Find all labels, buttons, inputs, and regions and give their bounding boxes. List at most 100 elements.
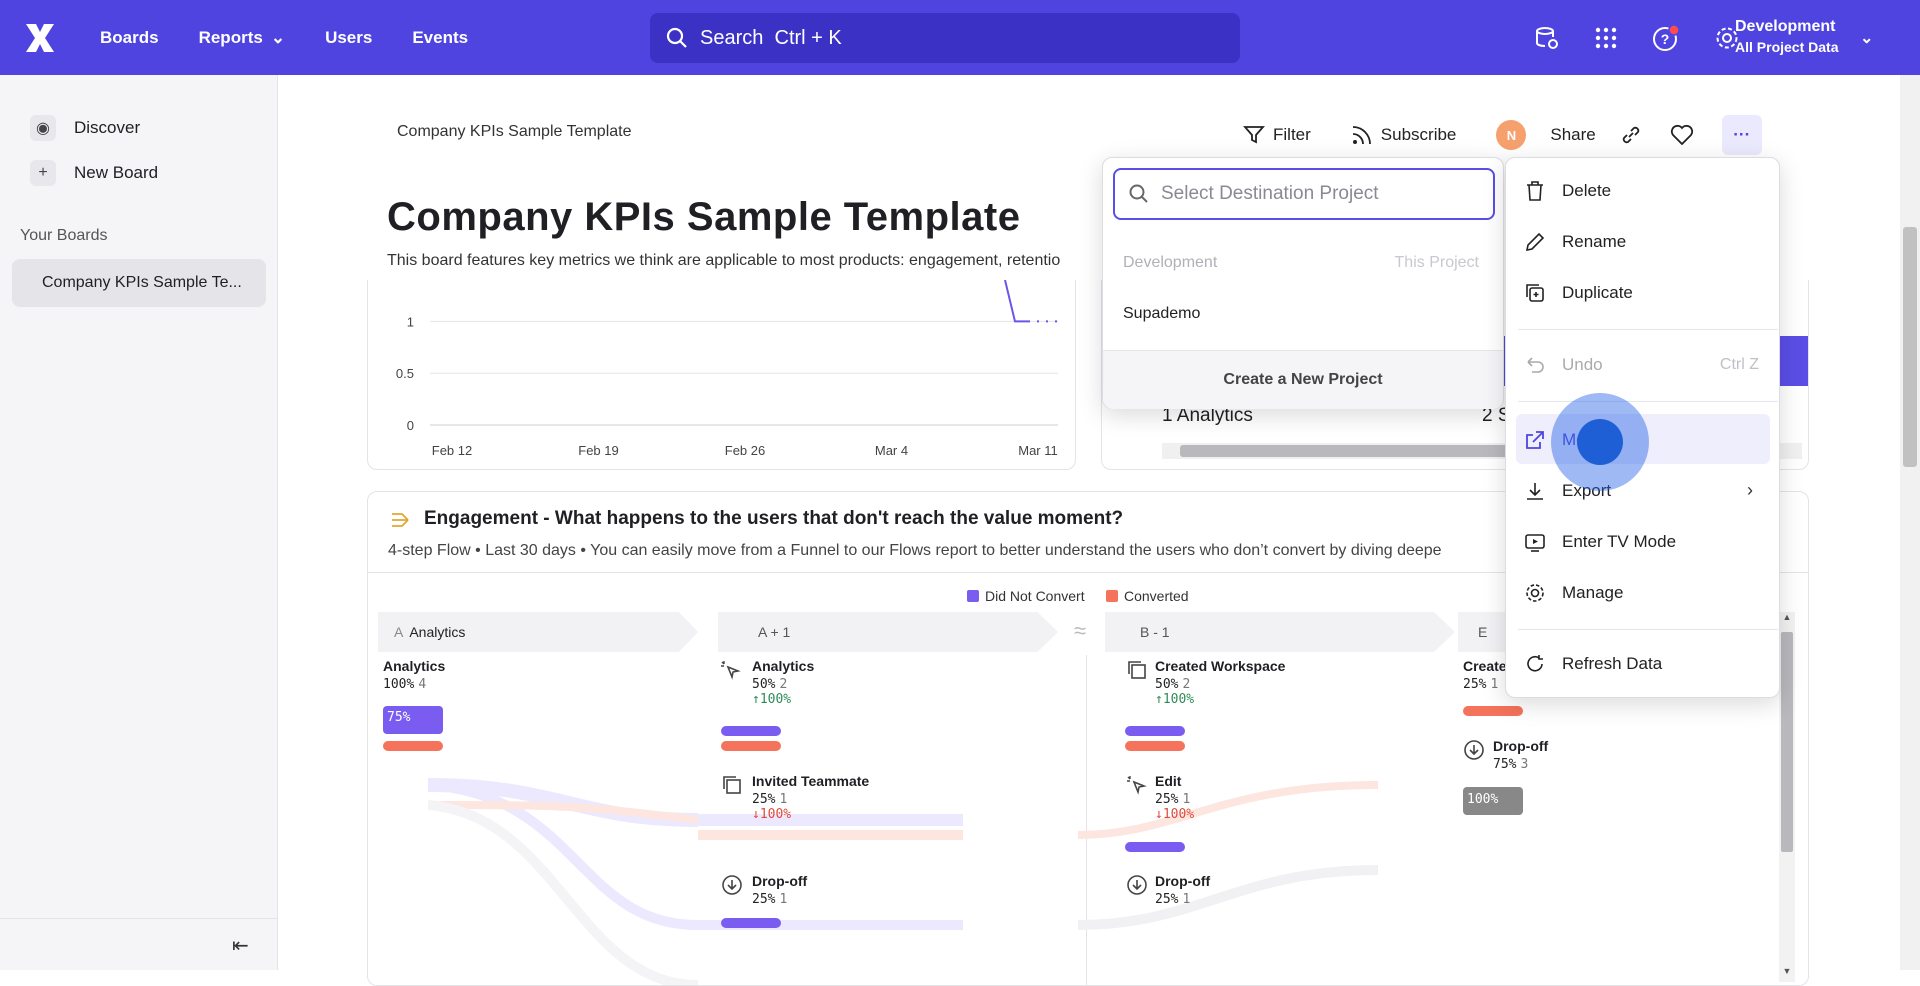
legend-did-not-convert: Did Not Convert	[967, 588, 1085, 604]
menu-item-label: Duplicate	[1562, 283, 1633, 302]
menu-item-export[interactable]: Export	[1524, 480, 1611, 502]
node-pct: 25%	[1155, 792, 1179, 807]
project-selector[interactable]: Development All Project Data ⌄	[1735, 16, 1873, 58]
node-pct: 25%	[752, 892, 776, 907]
menu-item-rename[interactable]: Rename	[1524, 231, 1626, 253]
node-count: 2	[779, 677, 788, 692]
menu-item-label: Manage	[1562, 583, 1624, 602]
x-tick-label: Feb 19	[578, 443, 618, 458]
menu-item-delete[interactable]: Delete	[1524, 180, 1611, 202]
subscribe-button[interactable]: Subscribe	[1351, 124, 1456, 146]
menu-item-refresh[interactable]: Refresh Data	[1524, 653, 1662, 675]
flow-node-create[interactable]: Create 25% 1	[1463, 658, 1507, 692]
mixpanel-logo-icon[interactable]	[22, 20, 58, 56]
step-header-analytics: A Analytics	[378, 612, 698, 652]
node-percent: 25% 1	[1155, 792, 1194, 807]
collapse-sidebar-icon[interactable]: ⇤	[232, 935, 249, 957]
node-count: 1	[1182, 892, 1191, 907]
data-settings-icon[interactable]	[1534, 25, 1560, 51]
destination-search-placeholder: Select Destination Project	[1161, 183, 1379, 204]
flow-node-analytics-start[interactable]: Analytics 100% 4	[383, 658, 445, 692]
scrollbar-thumb[interactable]	[1781, 632, 1793, 852]
trash-icon	[1527, 181, 1543, 201]
destination-search-input[interactable]: Select Destination Project	[1113, 168, 1495, 220]
search-label: Search	[700, 26, 764, 49]
flow-node-invited-teammate[interactable]: Invited Teammate 25% 1 ↓100%	[752, 773, 869, 822]
gear-icon[interactable]	[1714, 25, 1740, 51]
step-header-label: A + 1	[758, 624, 791, 640]
link-icon[interactable]	[1620, 124, 1642, 146]
svg-text:?: ?	[1661, 31, 1670, 47]
scrollbar-thumb[interactable]	[1903, 227, 1917, 467]
flow-node-analytics[interactable]: Analytics 50% 2 ↑100%	[752, 658, 814, 707]
flow-subtitle: 4-step Flow • Last 30 days • You can eas…	[388, 542, 1442, 559]
sidebar-board-item[interactable]: Company KPIs Sample Te...	[12, 259, 266, 307]
series-line	[1004, 280, 1028, 323]
nav-reports[interactable]: Reports ⌄	[199, 28, 285, 48]
click-indicator-dot	[1577, 419, 1623, 465]
converted-badge: 75%	[383, 706, 443, 734]
flows-icon	[392, 513, 409, 527]
sidebar-item-discover[interactable]: ◉ Discover	[30, 115, 140, 141]
page-title: Company KPIs Sample Template	[387, 195, 1021, 239]
top-icon-group: ?	[1534, 0, 1740, 75]
flow-node-drop-off[interactable]: Drop-off 25% 1	[752, 873, 807, 907]
sidebar-item-label: New Board	[74, 163, 159, 182]
flow-node-edit[interactable]: Edit 25% 1 ↓100%	[1155, 773, 1194, 822]
step-letter: A	[394, 624, 404, 640]
scroll-down-icon[interactable]: ▼	[1782, 966, 1792, 976]
heart-icon[interactable]	[1670, 124, 1694, 146]
tv-icon	[1525, 534, 1545, 552]
page-scrollbar[interactable]	[1900, 75, 1920, 970]
node-name: Drop-off	[1493, 738, 1549, 754]
x-tick-label: Mar 4	[875, 443, 908, 458]
flow-vertical-scrollbar[interactable]: ▲ ▼	[1779, 612, 1795, 982]
nav-boards[interactable]: Boards	[100, 28, 159, 48]
nav-events[interactable]: Events	[412, 28, 468, 48]
more-options-button[interactable]: ···	[1721, 115, 1762, 155]
node-pct: 25%	[752, 792, 776, 807]
project-option-supademo[interactable]: Supademo	[1123, 305, 1201, 322]
node-pct: 25%	[1155, 892, 1179, 907]
flow-node-drop-off-2[interactable]: Drop-off 25% 1	[1155, 873, 1210, 907]
nav-boards-label: Boards	[100, 27, 159, 47]
legend-label: Did Not Convert	[985, 588, 1085, 604]
menu-item-label: Rename	[1562, 232, 1627, 251]
share-button[interactable]: Share	[1550, 125, 1595, 145]
did-not-convert-bar	[1125, 842, 1185, 852]
apps-grid-icon[interactable]	[1594, 26, 1618, 50]
node-percent: 25% 1	[752, 892, 807, 907]
table-row-label: 1 Analytics	[1162, 405, 1253, 427]
scroll-up-icon[interactable]: ▲	[1782, 612, 1792, 622]
sidebar-item-label: Discover	[74, 118, 141, 137]
nav-users[interactable]: Users	[325, 28, 372, 48]
breadcrumb: Company KPIs Sample Template	[397, 123, 632, 140]
top-navigation-bar: Boards Reports ⌄ Users Events Search Ctrl…	[0, 0, 1920, 75]
node-percent: 100% 4	[383, 677, 445, 692]
menu-item-label: Undo	[1562, 355, 1603, 374]
flow-node-drop-off-3[interactable]: Drop-off 75% 3	[1493, 738, 1548, 772]
global-search[interactable]: Search Ctrl + K	[650, 13, 1240, 63]
menu-divider	[1518, 629, 1778, 630]
menu-item-manage[interactable]: Manage	[1524, 582, 1623, 604]
did-not-convert-bar	[721, 918, 781, 928]
x-tick-label: Feb 26	[725, 443, 765, 458]
share-label: Share	[1550, 125, 1596, 144]
menu-item-tv-mode[interactable]: Enter TV Mode	[1524, 531, 1676, 553]
filter-button[interactable]: Filter	[1243, 124, 1311, 146]
menu-item-duplicate[interactable]: Duplicate	[1524, 282, 1633, 304]
avatar[interactable]: N	[1496, 120, 1527, 150]
filter-icon	[1243, 126, 1265, 144]
scrollbar-thumb[interactable]	[1180, 445, 1550, 457]
row-label-1: 1 Analytics	[1162, 405, 1253, 426]
node-count: 1	[1182, 792, 1191, 807]
help-icon[interactable]: ?	[1652, 23, 1680, 52]
gear-icon	[1526, 584, 1544, 602]
legend-converted: Converted	[1106, 588, 1189, 604]
create-new-project-button[interactable]: Create a New Project	[1103, 350, 1503, 409]
x-tick-label: Feb 12	[432, 443, 472, 458]
sidebar-item-new-board[interactable]: + New Board	[30, 160, 158, 186]
node-delta: ↓100%	[1155, 807, 1195, 822]
flow-node-created-workspace[interactable]: Created Workspace 50% 2 ↑100%	[1155, 658, 1285, 707]
step-header-label: Analytics	[409, 624, 466, 640]
